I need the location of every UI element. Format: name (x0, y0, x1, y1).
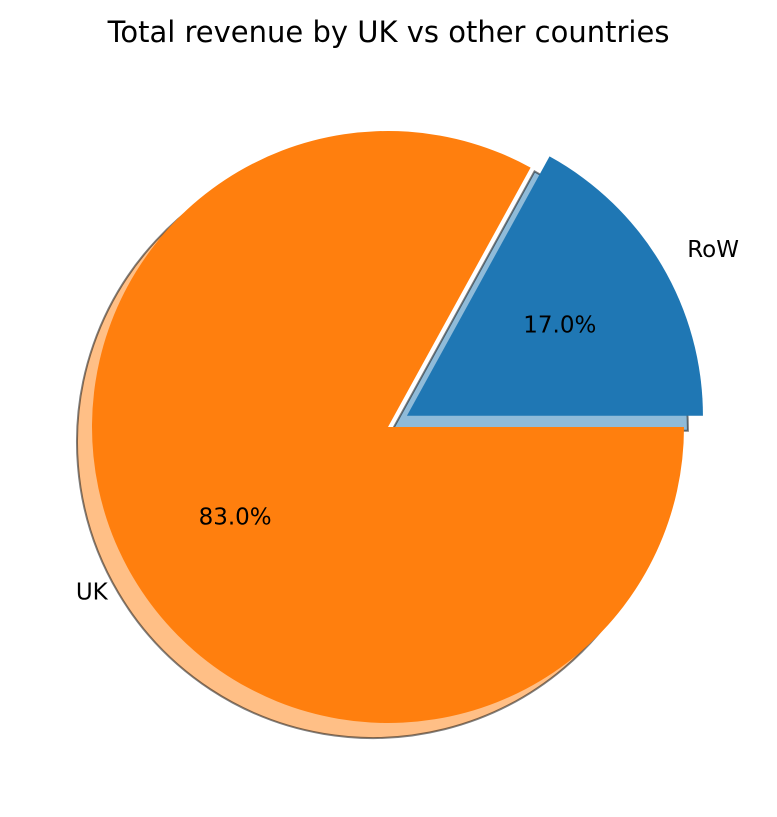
pie-slice-uk (92, 131, 685, 724)
pie-slice-label-uk: UK (76, 580, 109, 606)
slice-layer (92, 131, 703, 724)
chart-title: Total revenue by UK vs other countries (107, 15, 670, 49)
label-layer: 17.0% RoW 83.0% UK (76, 237, 739, 606)
pie-pct-label-row: 17.0% (523, 312, 596, 338)
pie-slice-label-row: RoW (687, 237, 739, 263)
pie-slice-row (406, 156, 703, 416)
pie-pct-label-uk: 83.0% (199, 504, 272, 530)
